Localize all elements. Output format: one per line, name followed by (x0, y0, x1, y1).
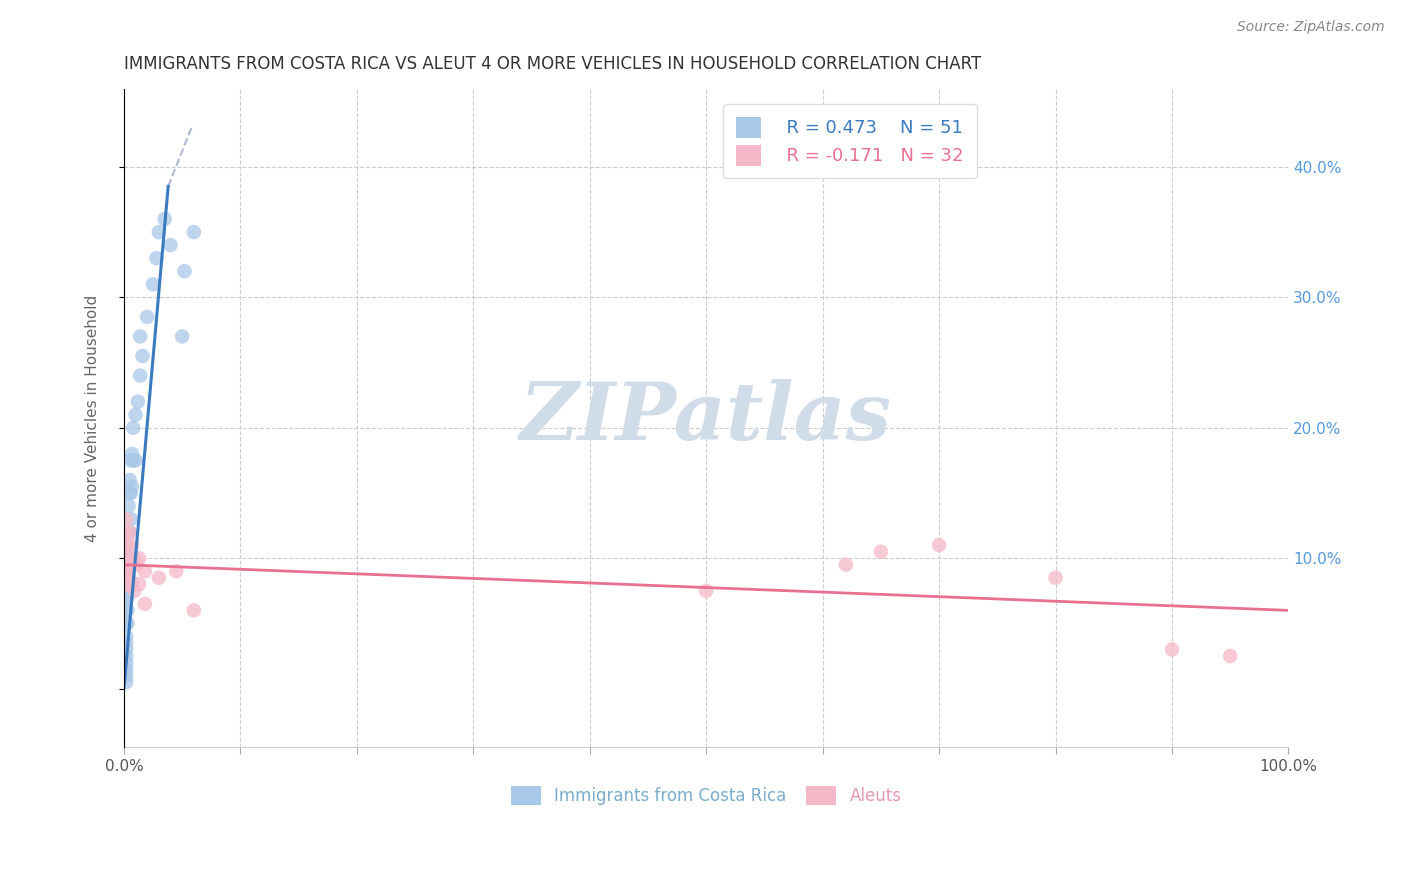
Point (159, 238, 181, 252)
Point (118, 571, 141, 585)
Point (117, 551, 139, 566)
Point (145, 251, 167, 265)
Point (117, 538, 139, 552)
Point (120, 512, 142, 526)
Point (183, 225, 205, 239)
Point (115, 662, 138, 676)
Point (121, 577, 143, 591)
Point (148, 225, 170, 239)
Point (835, 558, 858, 572)
Point (117, 577, 139, 591)
Point (117, 564, 139, 578)
Point (120, 453, 142, 467)
Point (115, 668, 138, 682)
Point (134, 597, 156, 611)
Point (124, 583, 146, 598)
Point (117, 499, 139, 513)
Point (695, 583, 717, 598)
Point (121, 479, 143, 493)
Y-axis label: 4 or more Vehicles in Household: 4 or more Vehicles in Household (86, 294, 100, 541)
Point (173, 264, 195, 278)
Point (115, 564, 138, 578)
Point (122, 453, 145, 467)
Point (1219, 648, 1241, 663)
Point (115, 525, 138, 540)
Point (118, 486, 141, 500)
Point (117, 591, 139, 605)
Point (117, 577, 139, 591)
Point (115, 577, 138, 591)
Point (128, 577, 150, 591)
Point (121, 538, 143, 552)
Point (120, 486, 142, 500)
Point (115, 675, 138, 690)
Point (117, 603, 139, 617)
Point (115, 656, 138, 670)
Point (115, 551, 138, 566)
Point (183, 603, 205, 617)
Point (115, 591, 138, 605)
Point (127, 394, 149, 409)
Point (129, 329, 152, 343)
Point (115, 636, 138, 650)
Point (117, 538, 139, 552)
Point (128, 551, 150, 566)
Point (117, 551, 139, 566)
Point (117, 564, 139, 578)
Point (172, 329, 194, 343)
Text: ZIPatlas: ZIPatlas (520, 379, 893, 457)
Point (117, 577, 139, 591)
Point (115, 538, 138, 552)
Point (131, 349, 153, 363)
Point (1045, 571, 1067, 585)
Point (118, 551, 141, 566)
Point (124, 551, 146, 566)
Point (118, 525, 141, 540)
Point (115, 642, 138, 657)
Point (122, 421, 145, 435)
Point (124, 453, 146, 467)
Point (869, 544, 891, 558)
Point (115, 512, 138, 526)
Point (134, 564, 156, 578)
Point (117, 551, 139, 566)
Point (118, 473, 141, 487)
Text: IMMIGRANTS FROM COSTA RICA VS ALEUT 4 OR MORE VEHICLES IN HOUSEHOLD CORRELATION : IMMIGRANTS FROM COSTA RICA VS ALEUT 4 OR… (124, 55, 981, 73)
Point (115, 603, 138, 617)
Point (142, 277, 165, 292)
Point (121, 447, 143, 461)
Point (928, 538, 950, 552)
Point (117, 616, 139, 631)
Point (153, 212, 176, 227)
Point (115, 648, 138, 663)
Point (115, 616, 138, 631)
Legend: Immigrants from Costa Rica, Aleuts: Immigrants from Costa Rica, Aleuts (503, 779, 908, 812)
Point (148, 571, 170, 585)
Point (118, 558, 141, 572)
Point (117, 525, 139, 540)
Point (1161, 642, 1184, 657)
Point (125, 558, 148, 572)
Point (129, 368, 152, 383)
Text: Source: ZipAtlas.com: Source: ZipAtlas.com (1237, 20, 1385, 34)
Point (118, 525, 141, 540)
Point (117, 525, 139, 540)
Point (165, 564, 187, 578)
Point (117, 564, 139, 578)
Point (124, 408, 146, 422)
Point (136, 310, 159, 324)
Point (115, 630, 138, 644)
Point (115, 577, 138, 591)
